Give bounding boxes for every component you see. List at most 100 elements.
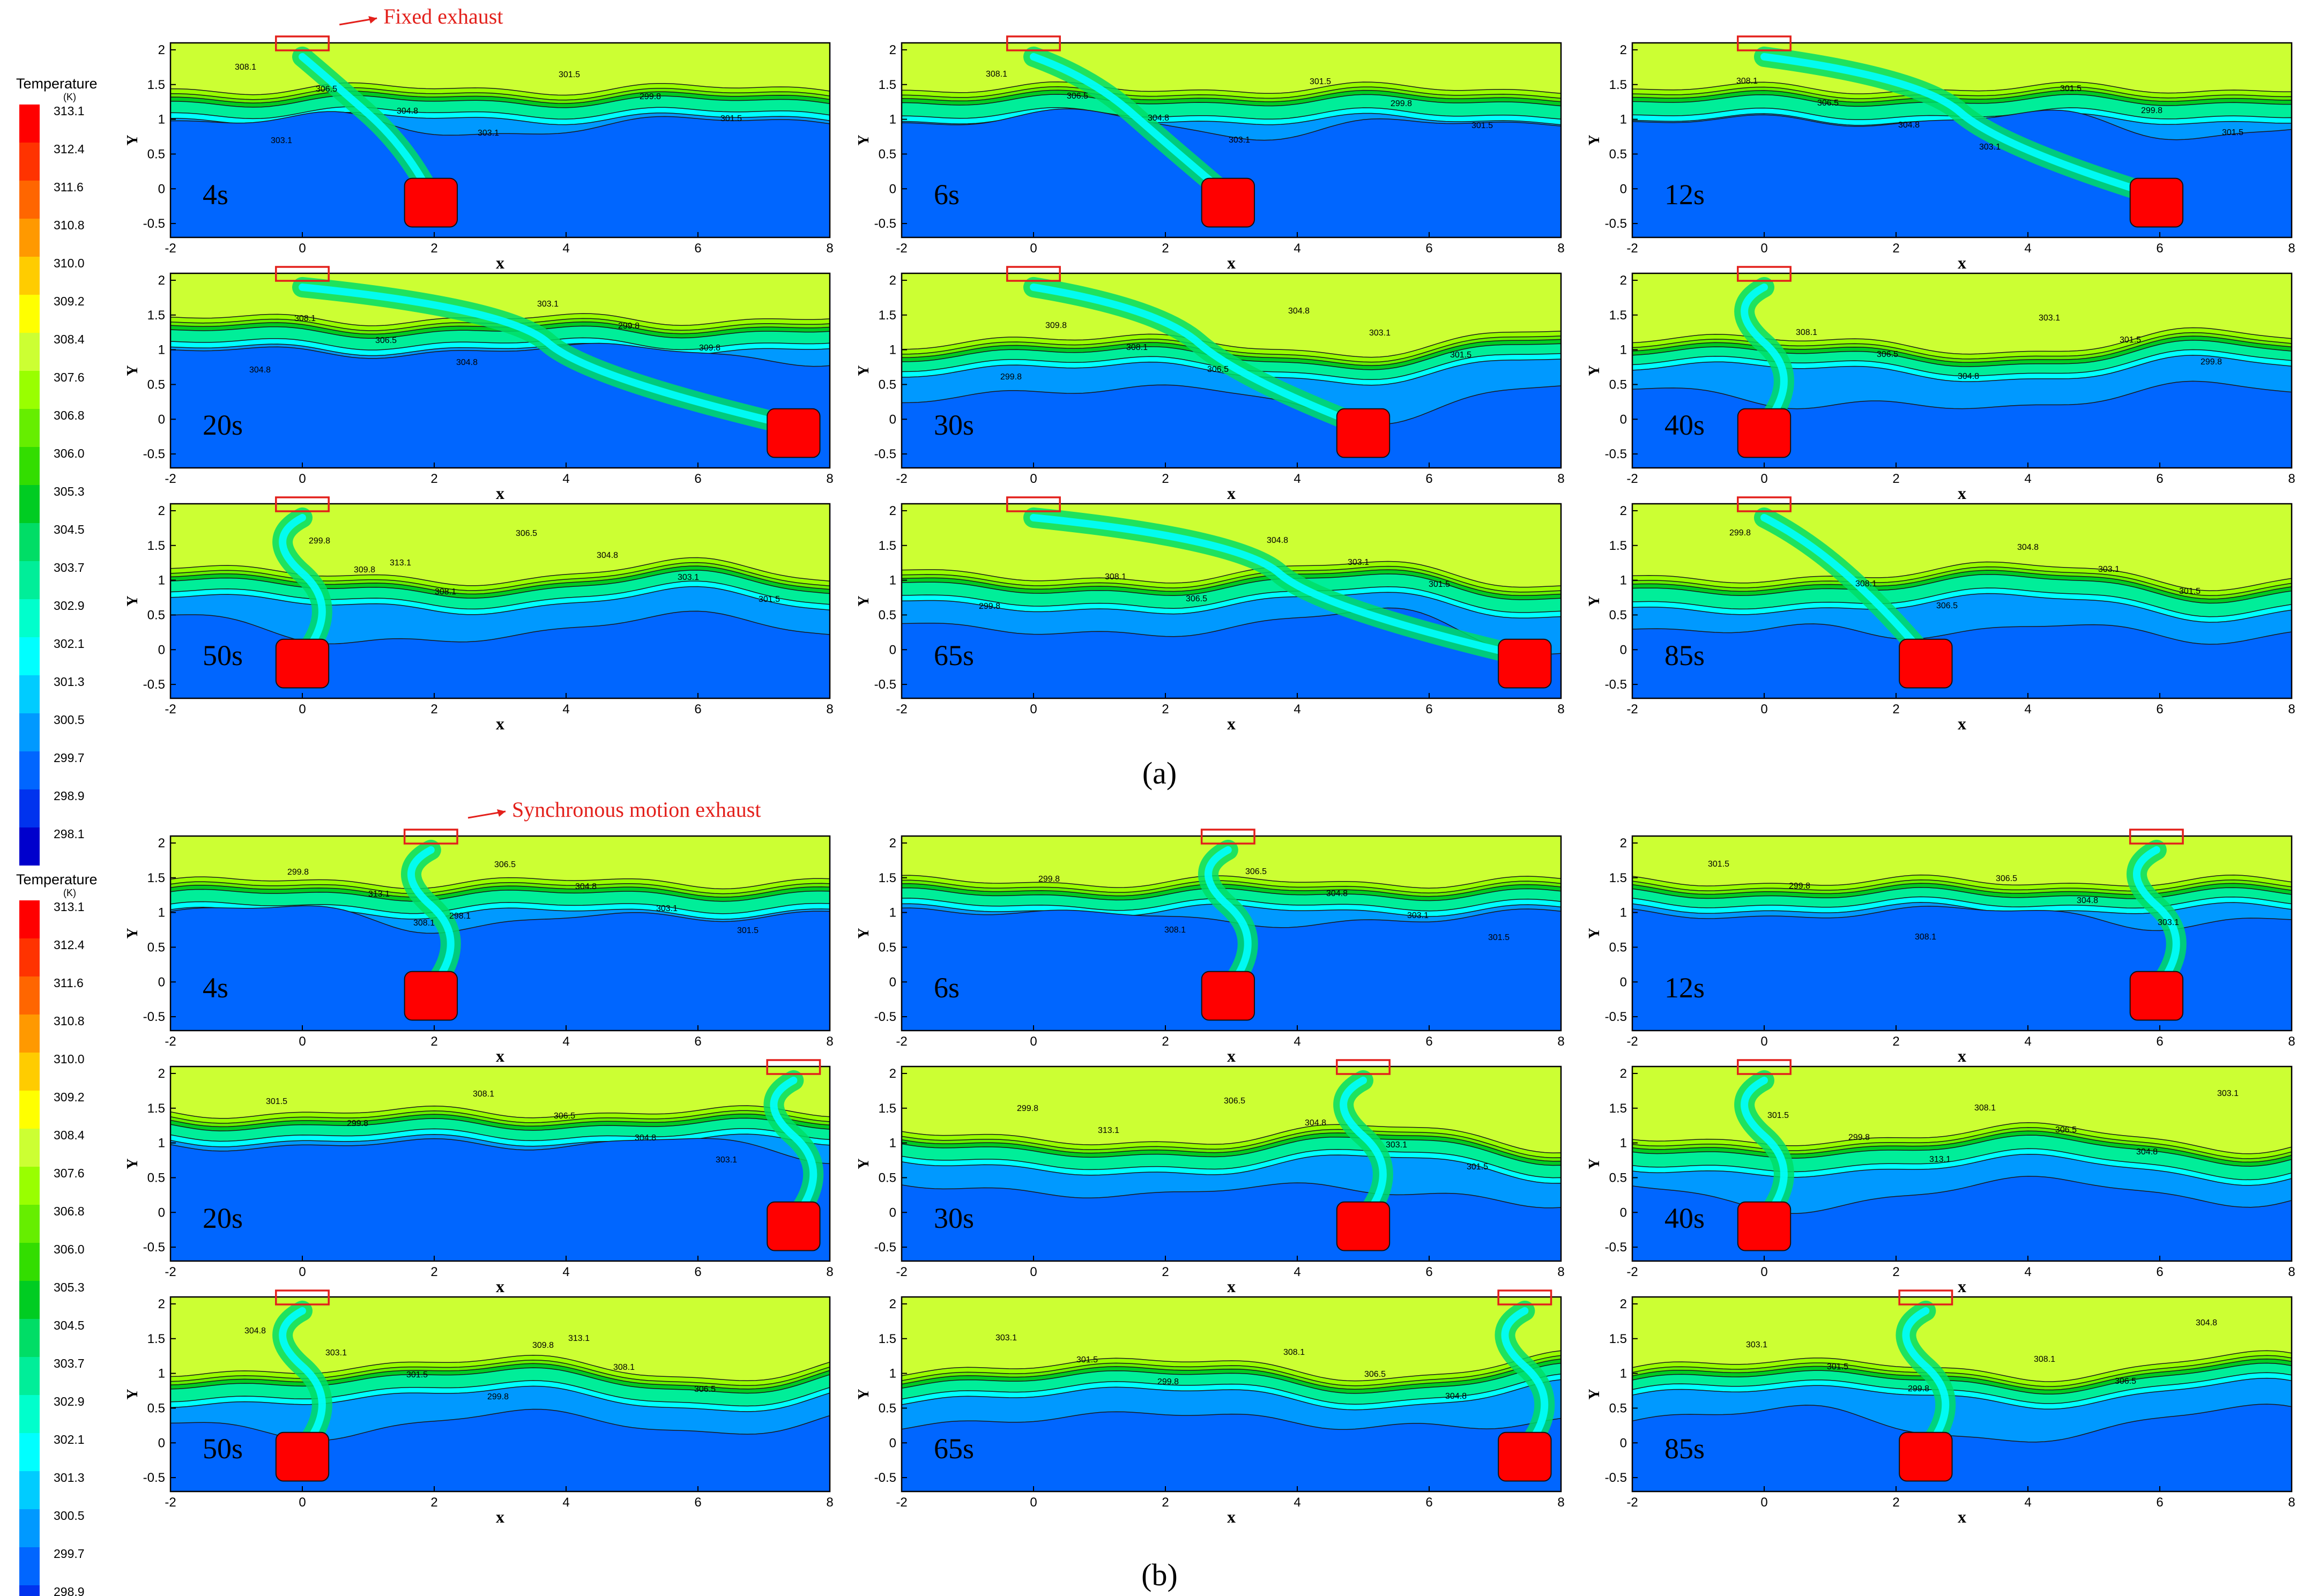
- time-label: 30s: [934, 409, 974, 441]
- contour-label: 304.8: [575, 882, 597, 891]
- group-label-a: (a): [1142, 756, 1177, 790]
- legend-level-label: 299.7: [54, 1547, 85, 1561]
- contour-label: 303.1: [678, 573, 699, 582]
- x-tick-label: -2: [165, 241, 176, 256]
- contour-panel: 308.1 306.5 304.8 303.1 301.5 299.8 -2 0 2 4 6 8 -0.…: [124, 1059, 834, 1296]
- y-tick-label: 0: [889, 182, 896, 196]
- x-axis-label: x: [1958, 1507, 1966, 1526]
- exhaust-outlet-marker: [275, 496, 330, 512]
- x-tick-label: -2: [896, 472, 907, 486]
- y-tick-label: 0: [158, 1436, 165, 1450]
- x-tick-label: 2: [1892, 1265, 1899, 1279]
- contour-label: 304.8: [1148, 114, 1169, 123]
- x-tick-label: 4: [2024, 702, 2031, 717]
- contour-label: 299.8: [1729, 528, 1751, 538]
- heat-source-body: [1201, 971, 1255, 1021]
- contour-label: 304.8: [1898, 121, 1920, 130]
- y-tick-label: 1.5: [147, 78, 165, 92]
- legend-swatch: [19, 1129, 40, 1167]
- legend-swatch: [19, 1015, 40, 1053]
- exhaust-outlet-marker: [275, 266, 330, 282]
- contour-label: 308.1: [1796, 328, 1817, 337]
- y-axis-label: Y: [124, 928, 141, 938]
- heat-source-body: [1336, 1201, 1391, 1251]
- legend-unit: (K): [63, 92, 76, 102]
- contour-label: 303.1: [1348, 558, 1369, 567]
- x-tick-label: 4: [1294, 1034, 1300, 1049]
- contour-plot-area: 308.1 306.5 304.8 303.1 301.5 299.8: [1632, 1297, 2292, 1491]
- y-tick-label: -0.5: [143, 217, 165, 231]
- x-axis-label: x: [496, 253, 504, 272]
- exhaust-outlet-marker: [1006, 266, 1061, 282]
- legend-swatch: [19, 1357, 40, 1395]
- legend-swatch: [19, 447, 40, 485]
- x-tick-label: 2: [430, 472, 437, 486]
- contour-label: 303.1: [995, 1333, 1017, 1343]
- x-tick-label: 8: [826, 702, 833, 717]
- x-axis-label: x: [496, 714, 504, 733]
- legend-swatch: [19, 371, 40, 409]
- contour-label: 299.8: [979, 602, 1000, 611]
- legend-level-label: 303.7: [54, 1356, 85, 1370]
- y-tick-label: 2: [158, 504, 165, 518]
- contour-plot-area: 308.1 306.5 304.8 303.1 301.5 299.8 301.5: [902, 43, 1561, 237]
- legend-swatch: [19, 295, 40, 333]
- contour-label: 304.8: [1958, 372, 1979, 381]
- y-tick-label: -0.5: [874, 677, 896, 692]
- y-tick-label: 0: [158, 643, 165, 657]
- thermal-plume-core: [1501, 1307, 1549, 1454]
- y-tick-label: 1: [889, 113, 896, 127]
- x-tick-label: 0: [1030, 241, 1037, 256]
- legend-swatch: [19, 900, 40, 938]
- contour-label: 306.5: [375, 336, 397, 345]
- x-axis-label: x: [1958, 1277, 1966, 1296]
- heat-source-body: [1737, 1201, 1792, 1251]
- legend-level-label: 305.3: [54, 1280, 85, 1294]
- y-tick-label: -0.5: [143, 1010, 165, 1024]
- exhaust-outlet-marker: [1737, 1059, 1792, 1075]
- x-tick-label: -2: [896, 1034, 907, 1049]
- x-tick-label: 8: [1557, 472, 1564, 486]
- y-tick-label: 2: [158, 836, 165, 851]
- x-tick-label: 2: [430, 241, 437, 256]
- legend-level-label: 302.1: [54, 1433, 85, 1446]
- exhaust-outlet-marker: [1737, 496, 1792, 512]
- legend-title: Temperature: [16, 871, 98, 888]
- contour-label: 308.1: [473, 1090, 494, 1099]
- contour-label: 301.5: [1467, 1162, 1488, 1172]
- x-tick-label: 6: [694, 241, 701, 256]
- legend-swatch: [19, 599, 40, 637]
- legend-level-label: 310.0: [54, 1052, 85, 1066]
- x-tick-label: 0: [299, 1495, 306, 1510]
- contour-panel: 308.1 306.5 304.8 303.1 301.5 299.8 301.5 -2 0 2 4…: [1586, 35, 2295, 272]
- contour-label: 301.5: [759, 595, 780, 604]
- plot-frame: [169, 272, 831, 469]
- heat-source-body: [767, 1201, 821, 1251]
- y-tick-label: 0.5: [879, 940, 896, 954]
- thermal-plume-core: [1760, 513, 1930, 661]
- x-tick-label: 6: [2156, 1265, 2163, 1279]
- y-tick-label: 0.5: [147, 377, 165, 392]
- contour-label: 308.1: [1736, 77, 1758, 86]
- x-tick-label: 8: [1557, 1495, 1564, 1510]
- legend-swatch: [19, 257, 40, 295]
- heat-source-body: [275, 1431, 330, 1482]
- time-label: 30s: [934, 1202, 974, 1234]
- contour-label: 303.1: [537, 300, 559, 309]
- y-tick-label: 0: [1620, 1205, 1627, 1220]
- contour-label: 301.5: [2120, 335, 2141, 345]
- contour-plot-area: 309.8 308.1 306.5 304.8 303.1 301.5 299.8 313.1: [170, 504, 830, 698]
- y-tick-label: 1: [1620, 1367, 1627, 1381]
- y-tick-label: 1: [158, 906, 165, 920]
- y-tick-label: 1.5: [147, 1101, 165, 1116]
- time-label: 40s: [1664, 409, 1705, 441]
- x-axis-label: x: [1227, 1507, 1236, 1526]
- x-axis-label: x: [496, 1277, 504, 1296]
- y-tick-label: 1: [158, 1367, 165, 1381]
- legend-level-label: 306.0: [54, 446, 85, 460]
- contour-plot-area: 308.1 306.5 304.8 303.1 301.5 299.8: [902, 504, 1561, 698]
- legend-swatch: [19, 1471, 40, 1509]
- y-tick-label: 0: [889, 1436, 896, 1450]
- contour-plot-area: 308.1 306.5 304.8 303.1 301.5 299.8: [902, 836, 1561, 1031]
- y-tick-label: 2: [158, 273, 165, 288]
